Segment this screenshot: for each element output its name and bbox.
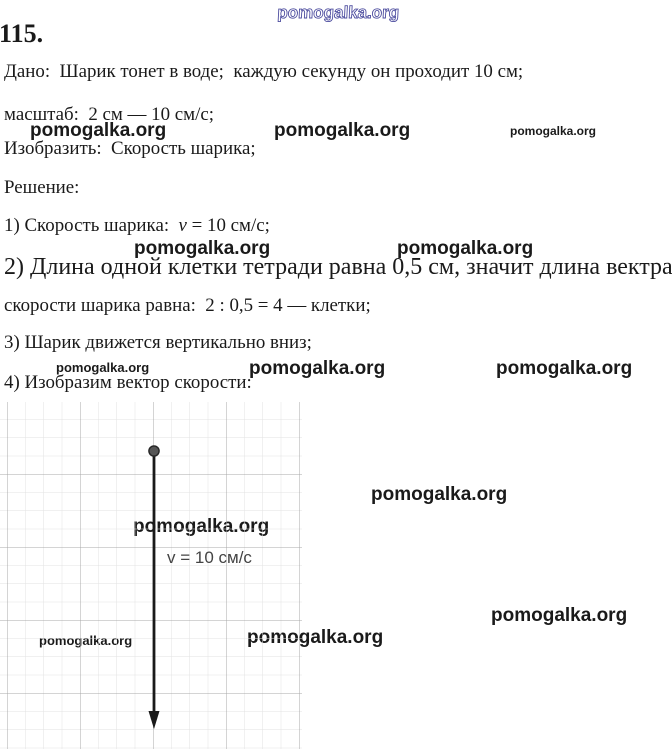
svg-text:pomogalka.org: pomogalka.org	[277, 3, 400, 22]
